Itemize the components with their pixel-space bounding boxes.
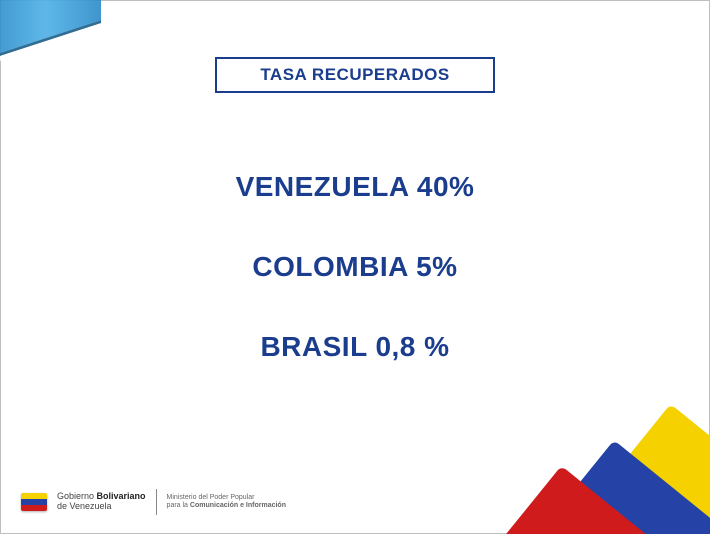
flag-stripe-red <box>21 505 47 511</box>
footer-flag-icon <box>21 493 47 511</box>
decor-top-streak <box>0 0 101 59</box>
slide: TASA RECUPERADOS VENEZUELA 40% COLOMBIA … <box>0 0 710 534</box>
footer-ministry-line1: Ministerio del Poder Popular <box>167 494 286 502</box>
footer-divider <box>156 489 157 515</box>
stat-venezuela: VENEZUELA 40% <box>1 171 709 203</box>
footer-ministry-prefix: para la <box>167 502 190 509</box>
title-box: TASA RECUPERADOS <box>215 57 495 93</box>
footer-org: Gobierno Bolivariano de Venezuela <box>57 492 146 512</box>
footer-gov-logo: Gobierno Bolivariano de Venezuela Minist… <box>21 489 286 515</box>
stat-colombia: COLOMBIA 5% <box>1 251 709 283</box>
footer-org-line2: de Venezuela <box>57 502 146 512</box>
footer-ministry-bold: Comunicación e Información <box>190 502 286 509</box>
footer-org-prefix: Gobierno <box>57 491 97 501</box>
footer-ministry: Ministerio del Poder Popular para la Com… <box>167 494 286 510</box>
stat-brasil: BRASIL 0,8 % <box>1 331 709 363</box>
decor-flag-diamonds <box>501 392 710 534</box>
stats-block: VENEZUELA 40% COLOMBIA 5% BRASIL 0,8 % <box>1 171 709 411</box>
footer-org-bold: Bolivariano <box>97 491 146 501</box>
